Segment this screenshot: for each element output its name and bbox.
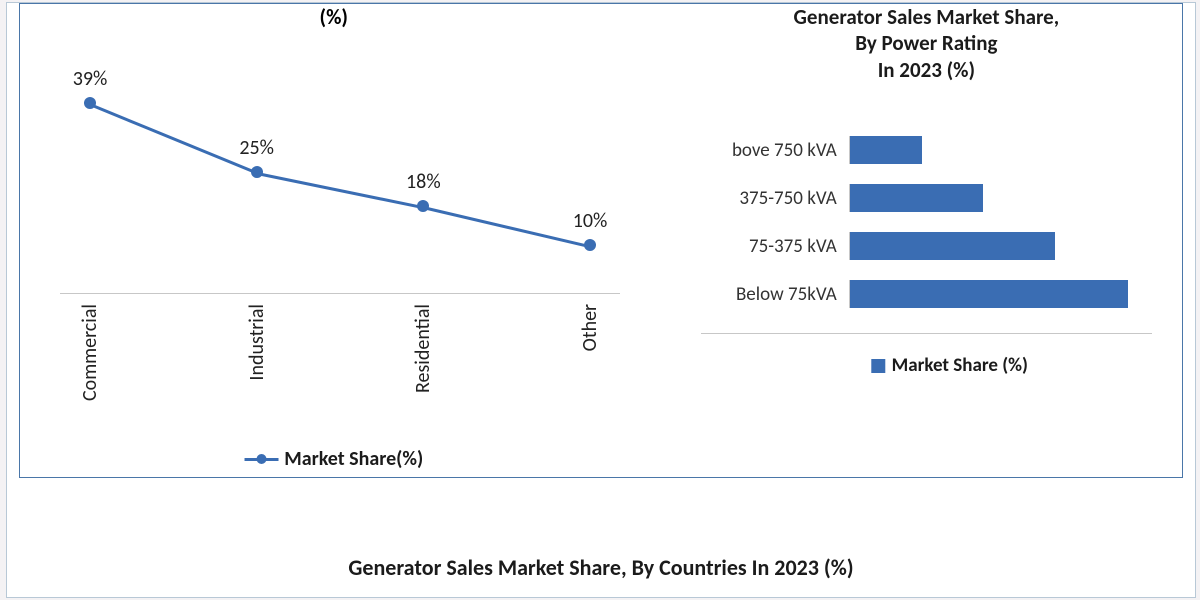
line-segment [423, 206, 590, 248]
line-x-category: Other [578, 304, 602, 351]
line-point [251, 166, 263, 178]
line-legend-label: Market Share(%) [284, 447, 423, 471]
panel: (%) 39% 25% 18% 10% Commercial Industrial Res… [6, 2, 1196, 598]
bar-category-label: 375-750 kVA [701, 187, 849, 210]
line-point-label: 39% [73, 67, 108, 91]
line-segment [89, 103, 257, 174]
line-segment [256, 172, 423, 209]
line-legend-swatch [244, 458, 278, 461]
bar-track [849, 184, 1152, 212]
bar-chart-title-line3: In 2023 (%) [681, 57, 1172, 83]
bar-chart-title: Generator Sales Market Share, By Power R… [671, 4, 1182, 87]
bar-track [849, 232, 1152, 260]
chart-frame: (%) 39% 25% 18% 10% Commercial Industrial Res… [19, 3, 1183, 478]
bar-chart-title-line1: Generator Sales Market Share, [681, 4, 1172, 30]
line-point [584, 239, 596, 251]
bar [850, 232, 1056, 260]
bar-chart: Generator Sales Market Share, By Power R… [671, 4, 1182, 477]
line-chart-title-fragment: (%) [20, 4, 647, 30]
line-point-label: 10% [573, 209, 608, 233]
bar-category-label: 75-375 kVA [701, 235, 849, 258]
line-chart-legend: Market Share(%) [244, 447, 423, 471]
bar-category-label: bove 750 kVA [701, 139, 849, 162]
line-x-category: Commercial [78, 304, 102, 401]
bar-legend-label: Market Share (%) [892, 354, 1028, 377]
bar-chart-legend: Market Share (%) [872, 354, 1028, 377]
line-point-label: 18% [406, 170, 441, 194]
bar [850, 136, 923, 164]
bar-row: 75-375 kVA [701, 226, 1152, 266]
bar [850, 280, 1128, 308]
bar-chart-plot: bove 750 kVA 375-750 kVA 75-375 kVA Below 7… [701, 124, 1152, 334]
bar-row: Below 75kVA [701, 274, 1152, 314]
bar-track [849, 136, 1152, 164]
bar-chart-title-line2: By Power Rating [681, 30, 1172, 56]
bar-category-label: Below 75kVA [701, 283, 849, 306]
bar-legend-swatch [872, 359, 886, 373]
line-x-category: Residential [411, 304, 435, 393]
line-point-label: 25% [239, 136, 274, 160]
bar-track [849, 280, 1152, 308]
line-chart-plot: 39%25%18%10% [60, 74, 620, 294]
bar-row: bove 750 kVA [701, 130, 1152, 170]
bar-row: 375-750 kVA [701, 178, 1152, 218]
line-x-category: Industrial [245, 304, 269, 381]
line-chart: (%) 39% 25% 18% 10% Commercial Industrial Res… [20, 4, 647, 477]
bar [850, 184, 983, 212]
line-point [84, 97, 96, 109]
line-point [417, 200, 429, 212]
bottom-title: Generator Sales Market Share, By Countri… [7, 554, 1195, 581]
